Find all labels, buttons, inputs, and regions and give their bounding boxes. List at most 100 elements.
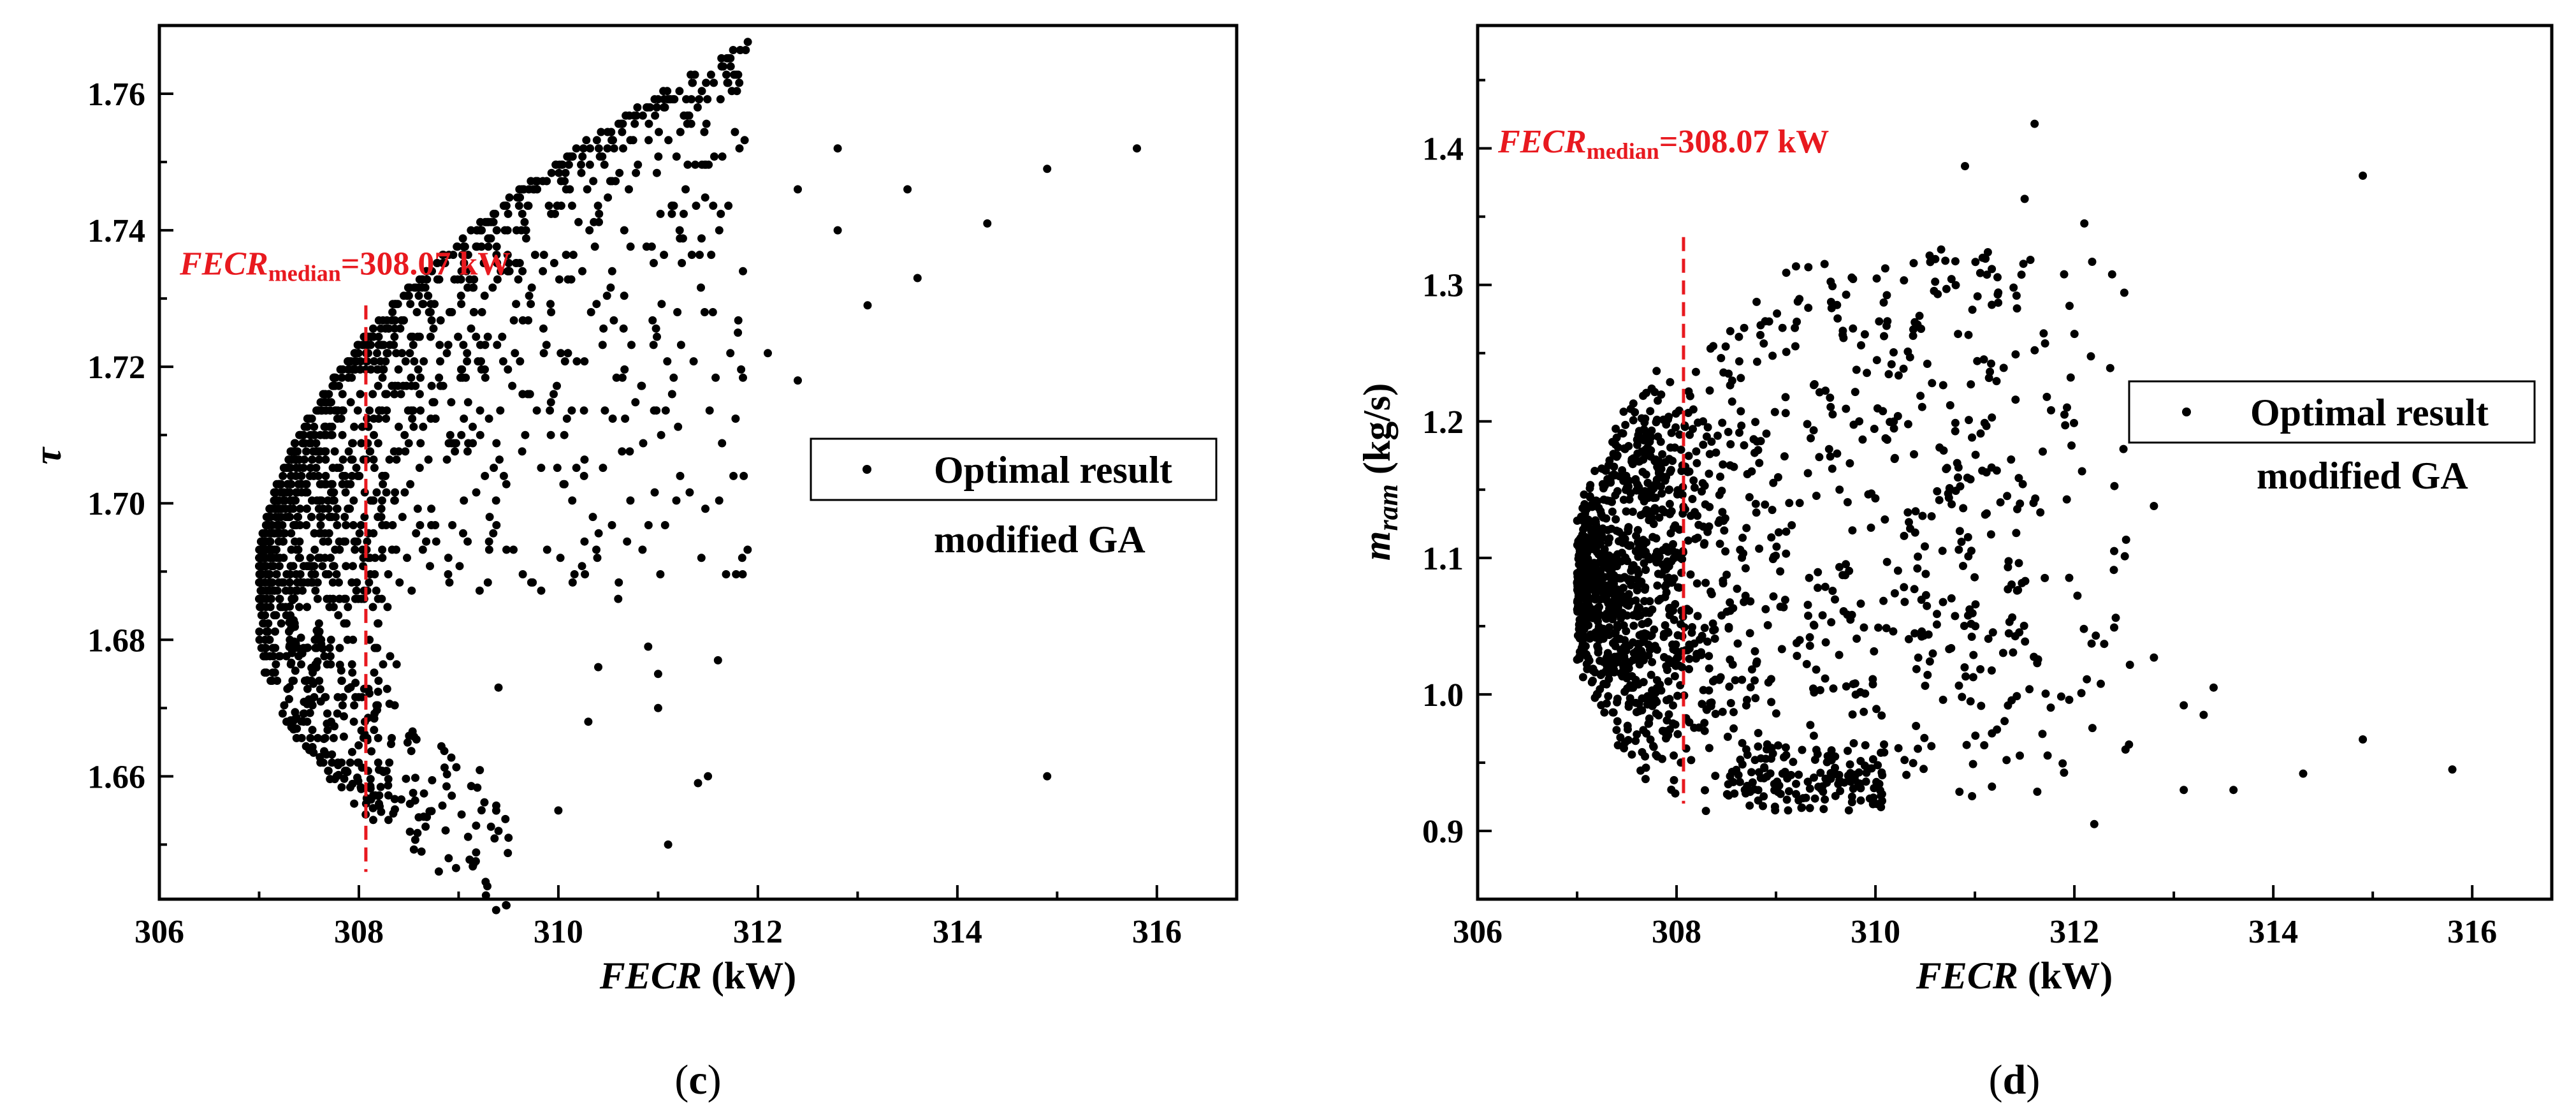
panel-c-point <box>400 430 409 439</box>
panel-c-point <box>713 656 722 664</box>
panel-c-point <box>523 390 532 399</box>
panel-c-point <box>726 62 735 71</box>
panel-d-point <box>1917 632 1926 641</box>
panel-c-point <box>600 406 609 415</box>
panel-d-point <box>2065 302 2074 311</box>
panel-c-point <box>303 603 312 612</box>
panel-d-point <box>1595 603 1603 612</box>
panel-d-point <box>1769 592 1778 601</box>
panel-d-point <box>1818 611 1827 620</box>
panel-c-point <box>329 381 338 390</box>
panel-c-point <box>415 390 424 399</box>
panel-c-point <box>493 341 502 349</box>
panel-c-point <box>325 513 334 522</box>
panel-d-point <box>1847 798 1856 807</box>
panel-c-point <box>632 168 641 177</box>
panel-c-point <box>719 62 728 71</box>
panel-d-point <box>1583 537 1592 546</box>
panel-d-point <box>1578 531 1587 539</box>
panel-c-point <box>505 267 514 275</box>
panel-d-point <box>1593 497 1602 506</box>
panel-d-point <box>2008 613 2017 622</box>
panel-d-point <box>1849 420 1858 429</box>
panel-c-point <box>406 300 415 309</box>
panel-d-point <box>1724 624 1733 633</box>
panel-d-point <box>1742 524 1751 532</box>
panel-d-point <box>1673 583 1682 592</box>
panel-c-point <box>349 439 357 448</box>
panel-d-point <box>1591 589 1600 598</box>
panel-d-point <box>1923 360 1932 368</box>
panel-c-point <box>378 521 387 529</box>
panel-c-point <box>415 332 424 341</box>
panel-c-point <box>463 537 472 546</box>
panel-d-point <box>1740 786 1749 795</box>
panel-d-point <box>1880 332 1888 341</box>
panel-d-point <box>1694 418 1702 427</box>
panel-c-point <box>350 357 359 366</box>
panel-c-point <box>547 168 556 177</box>
panel-c-point <box>600 160 609 169</box>
panel-d-point <box>1937 245 1946 254</box>
panel-d-point <box>1819 805 1828 814</box>
panel-d-point <box>1814 782 1823 791</box>
panel-d-point <box>1641 775 1650 784</box>
panel-d-point <box>1773 473 1782 481</box>
panel-c-point <box>619 144 627 153</box>
panel-d-point <box>2021 576 2030 585</box>
panel-d-point <box>1867 489 1876 498</box>
panel-c-point <box>735 144 744 153</box>
panel-c-point <box>1043 165 1052 173</box>
panel-d-point <box>1955 788 1964 797</box>
panel-d-point <box>1960 663 1969 672</box>
panel-d-point <box>1881 515 1889 524</box>
panel-d-point <box>1691 367 1700 376</box>
panel-d-point <box>1820 260 1829 268</box>
panel-c-point <box>376 357 385 366</box>
panel-c-point <box>314 554 323 562</box>
panel-d-point <box>2033 788 2042 796</box>
panel-c-point <box>324 529 333 538</box>
panel-d-point <box>2125 661 2134 669</box>
panel-d-point <box>1740 441 1749 450</box>
panel-c-point <box>280 529 289 538</box>
panel-c-point <box>484 545 493 554</box>
panel-c-point <box>407 373 416 382</box>
panel-c-point <box>392 300 401 309</box>
panel-c-point <box>580 537 589 546</box>
panel-c-point <box>275 652 284 661</box>
panel-c-point <box>682 95 690 104</box>
panel-c-point <box>326 775 335 784</box>
panel-d-point <box>1725 682 1734 691</box>
panel-c-point <box>414 365 423 374</box>
panel-c-point <box>351 365 360 374</box>
panel-d-point <box>1942 284 1951 293</box>
panel-c-point <box>546 430 555 439</box>
panel-d-point <box>1673 654 1682 663</box>
panel-c-point <box>303 422 312 431</box>
panel-d-point <box>1685 430 1694 439</box>
panel-d-point <box>1831 595 1839 604</box>
panel-c-label: (c) <box>674 1057 721 1103</box>
panel-c-point <box>457 267 466 275</box>
panel-d-point <box>1846 777 1855 786</box>
panel-c-point <box>327 488 335 497</box>
panel-d-point <box>2120 552 2129 561</box>
panel-d-point <box>1767 698 1776 707</box>
panel-c-point <box>595 209 604 218</box>
panel-c-y-tick-label: 1.66 <box>87 759 145 795</box>
panel-c-point <box>502 480 511 488</box>
panel-c-point <box>266 677 275 685</box>
panel-d-point <box>1868 755 1877 764</box>
panel-d-point <box>2036 508 2045 517</box>
panel-d-point <box>2012 291 2021 300</box>
panel-c-point <box>589 177 598 186</box>
panel-c-point <box>634 160 643 169</box>
panel-d-point <box>1719 460 1728 469</box>
panel-d-point <box>1944 494 1953 503</box>
panel-d-point <box>1889 424 1898 433</box>
panel-d-point <box>1831 770 1840 779</box>
panel-c-point <box>585 226 594 235</box>
panel-d-point <box>1750 676 1759 685</box>
